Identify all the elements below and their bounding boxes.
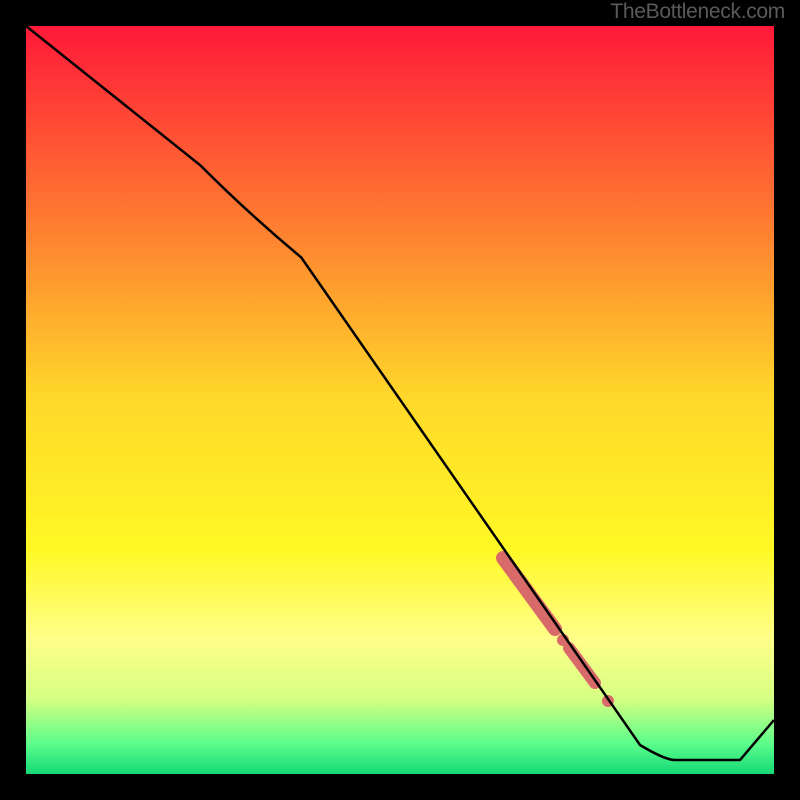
watermark-text: TheBottleneck.com [610, 0, 785, 24]
chart-container: TheBottleneck.com [0, 0, 800, 800]
bottleneck-chart [0, 0, 800, 800]
